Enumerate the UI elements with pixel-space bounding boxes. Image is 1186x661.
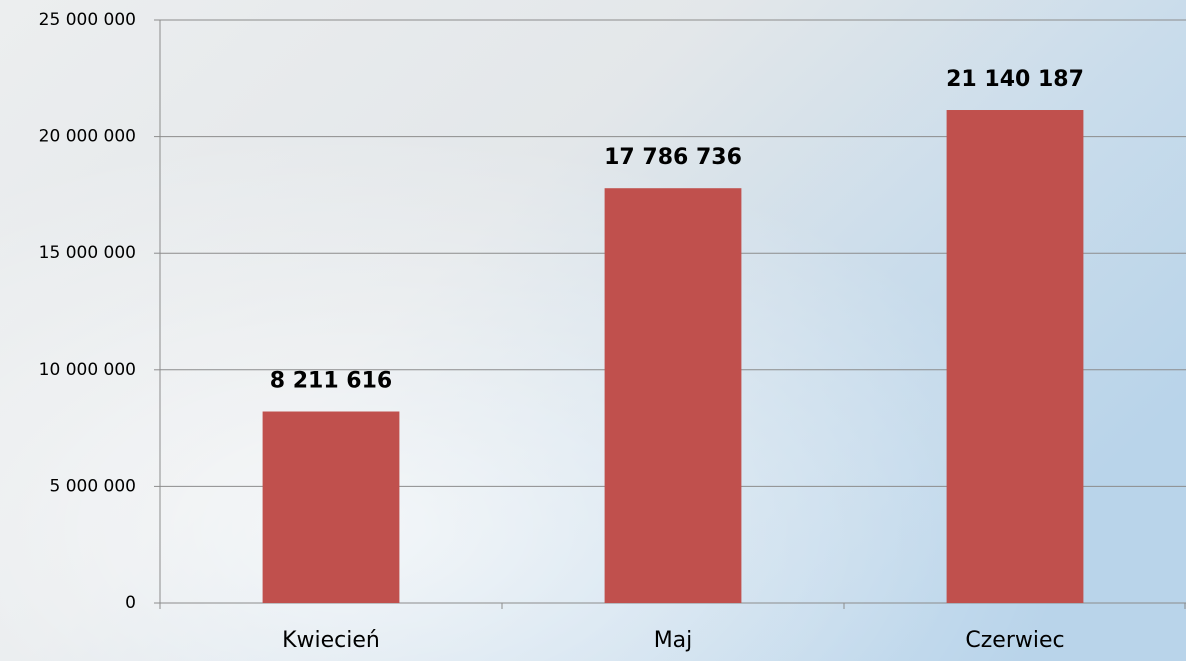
y-tick-label: 25 000 000 [39, 10, 136, 30]
y-tick-label: 5 000 000 [49, 476, 136, 496]
y-tick-label: 15 000 000 [39, 243, 136, 263]
x-tick-label: Maj [654, 628, 693, 653]
value-label: 8 211 616 [270, 369, 392, 394]
y-tick-label: 10 000 000 [39, 360, 136, 380]
x-tick-label: Czerwiec [965, 628, 1064, 653]
x-tick-label: Kwiecień [282, 628, 380, 653]
y-tick-label: 20 000 000 [39, 127, 136, 147]
bar [263, 412, 400, 603]
page: 0 5 000 000 10 000 000 15 000 000 20 000 000… [0, 0, 1186, 661]
chart: 0 5 000 000 10 000 000 15 000 000 20 000 000… [0, 0, 1186, 661]
bar [947, 110, 1084, 603]
value-label: 21 140 187 [946, 67, 1084, 92]
bar [605, 188, 742, 603]
value-label: 17 786 736 [604, 145, 742, 170]
y-tick-label: 0 [125, 593, 136, 613]
